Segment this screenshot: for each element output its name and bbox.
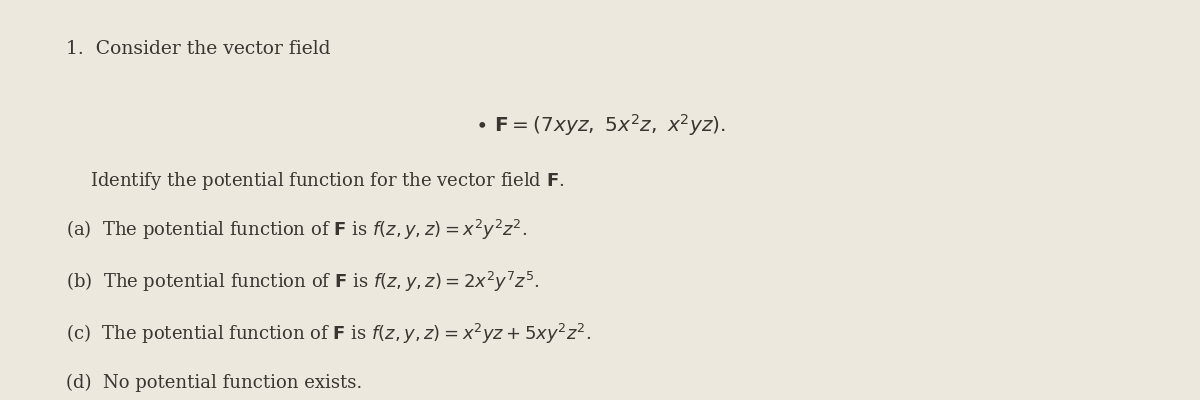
Text: 1.  Consider the vector field: 1. Consider the vector field [66, 40, 330, 58]
Text: (d)  No potential function exists.: (d) No potential function exists. [66, 374, 362, 392]
Text: (c)  The potential function of $\mathbf{F}$ is $f(z, y, z) = x^2yz + 5xy^2z^2$.: (c) The potential function of $\mathbf{F… [66, 322, 592, 346]
Text: (b)  The potential function of $\mathbf{F}$ is $f(z, y, z) = 2x^2y^7z^5$.: (b) The potential function of $\mathbf{F… [66, 270, 540, 294]
Text: Identify the potential function for the vector field $\mathbf{F}$.: Identify the potential function for the … [90, 170, 564, 192]
Text: (a)  The potential function of $\mathbf{F}$ is $f(z, y, z) = x^2y^2z^2$.: (a) The potential function of $\mathbf{F… [66, 218, 528, 242]
Text: $\bullet\ \mathbf{F} = (7xyz,\ 5x^2z,\ x^2yz).$: $\bullet\ \mathbf{F} = (7xyz,\ 5x^2z,\ x… [474, 112, 726, 138]
